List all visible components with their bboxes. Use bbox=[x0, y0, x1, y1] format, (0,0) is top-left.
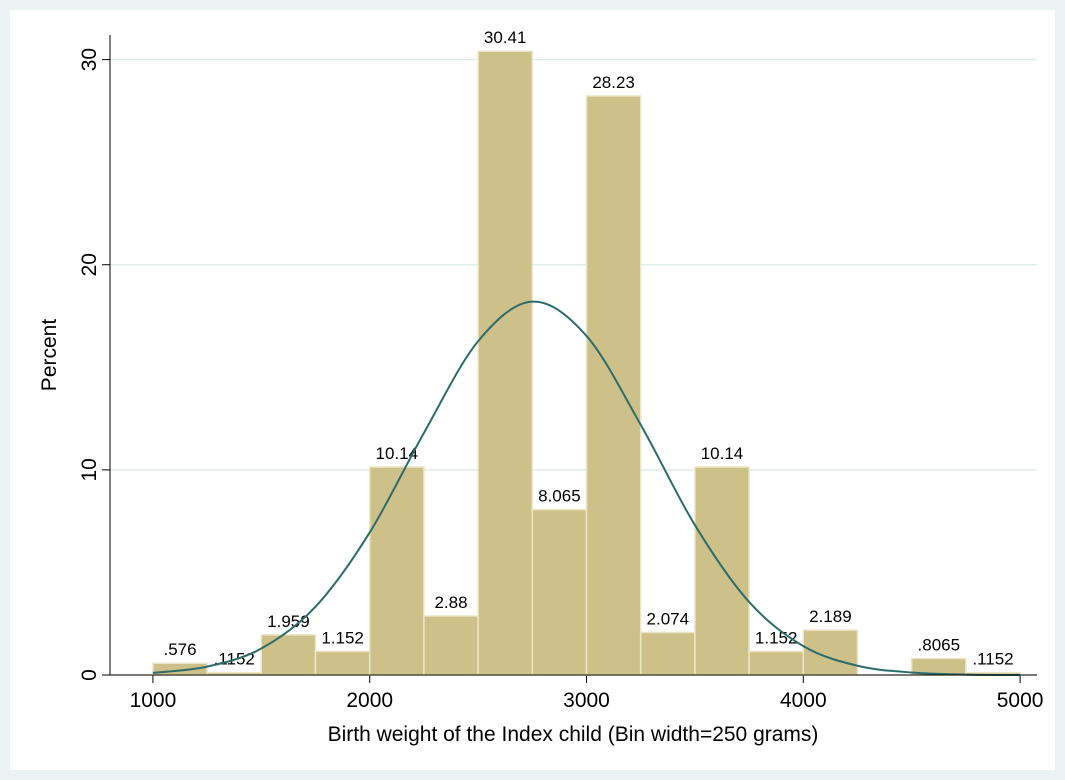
x-tick-label: 4000 bbox=[780, 689, 827, 712]
y-tick-label: 20 bbox=[78, 253, 101, 276]
data-label: 10.14 bbox=[376, 444, 419, 463]
data-label: 28.23 bbox=[592, 73, 635, 92]
data-label: 2.189 bbox=[809, 607, 852, 626]
data-label: .8065 bbox=[918, 635, 961, 654]
bar bbox=[531, 508, 588, 676]
data-label: .1152 bbox=[972, 650, 1013, 669]
data-label: 2.074 bbox=[647, 609, 690, 628]
data-label: 2.88 bbox=[434, 593, 467, 612]
data-label: 1.152 bbox=[321, 628, 364, 647]
x-tick-label: 2000 bbox=[346, 689, 393, 712]
density-curve bbox=[152, 300, 1021, 676]
bar bbox=[748, 650, 805, 676]
data-label: 10.14 bbox=[701, 444, 744, 463]
x-tick-label: 3000 bbox=[563, 689, 610, 712]
bar bbox=[314, 650, 371, 676]
bar bbox=[423, 615, 479, 676]
bar bbox=[802, 629, 859, 676]
y-tick-label: 30 bbox=[78, 48, 101, 71]
bar bbox=[368, 466, 425, 676]
bar bbox=[585, 95, 642, 676]
data-label: 1.152 bbox=[755, 628, 798, 647]
x-axis-title: Birth weight of the Index child (Bin wid… bbox=[328, 723, 819, 746]
bar bbox=[477, 50, 534, 676]
data-label: .576 bbox=[163, 640, 196, 659]
data-label: 1.959 bbox=[267, 612, 310, 631]
bar bbox=[260, 634, 317, 676]
x-tick-label: 1000 bbox=[130, 689, 177, 712]
data-label: 30.41 bbox=[484, 28, 527, 47]
data-label: 8.065 bbox=[538, 487, 581, 506]
y-tick-label: 0 bbox=[78, 669, 101, 681]
y-axis-title: Percent bbox=[38, 319, 61, 392]
x-tick-label: 5000 bbox=[997, 689, 1044, 712]
bar bbox=[694, 466, 750, 676]
y-tick-label: 10 bbox=[78, 458, 101, 481]
bar bbox=[639, 631, 696, 676]
